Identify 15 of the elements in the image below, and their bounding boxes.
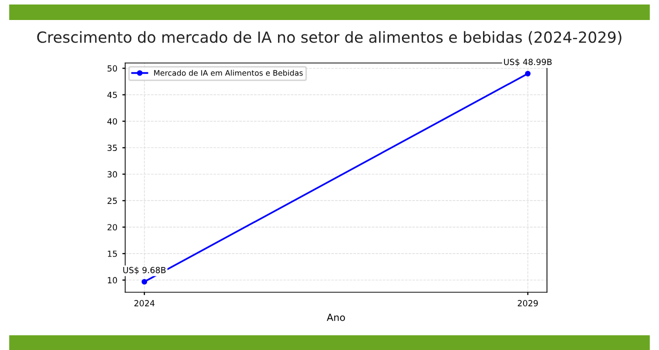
data-label: US$ 48.99B — [504, 58, 552, 66]
x-tick-label: 2024 — [134, 300, 155, 306]
x-tick-label: 2029 — [518, 300, 538, 306]
y-tick-label: 10 — [108, 277, 118, 284]
x-axis-title: Ano — [326, 314, 345, 322]
y-tick-label: 50 — [108, 65, 118, 72]
y-tick-label: 35 — [108, 144, 117, 151]
y-tick-label: 40 — [107, 118, 118, 125]
y-tick-label: 15 — [108, 250, 117, 257]
y-tick-label: 20 — [108, 224, 118, 230]
data-label: US$ 9.68B — [123, 266, 166, 274]
chart-title: Crescimento do mercado de IA no setor de alimentos e bebidas (2024-2029) — [37, 31, 622, 45]
y-tick-label: 45 — [107, 92, 117, 98]
y-tick-label: 25 — [108, 198, 117, 204]
y-tick-label: 30 — [108, 171, 118, 178]
